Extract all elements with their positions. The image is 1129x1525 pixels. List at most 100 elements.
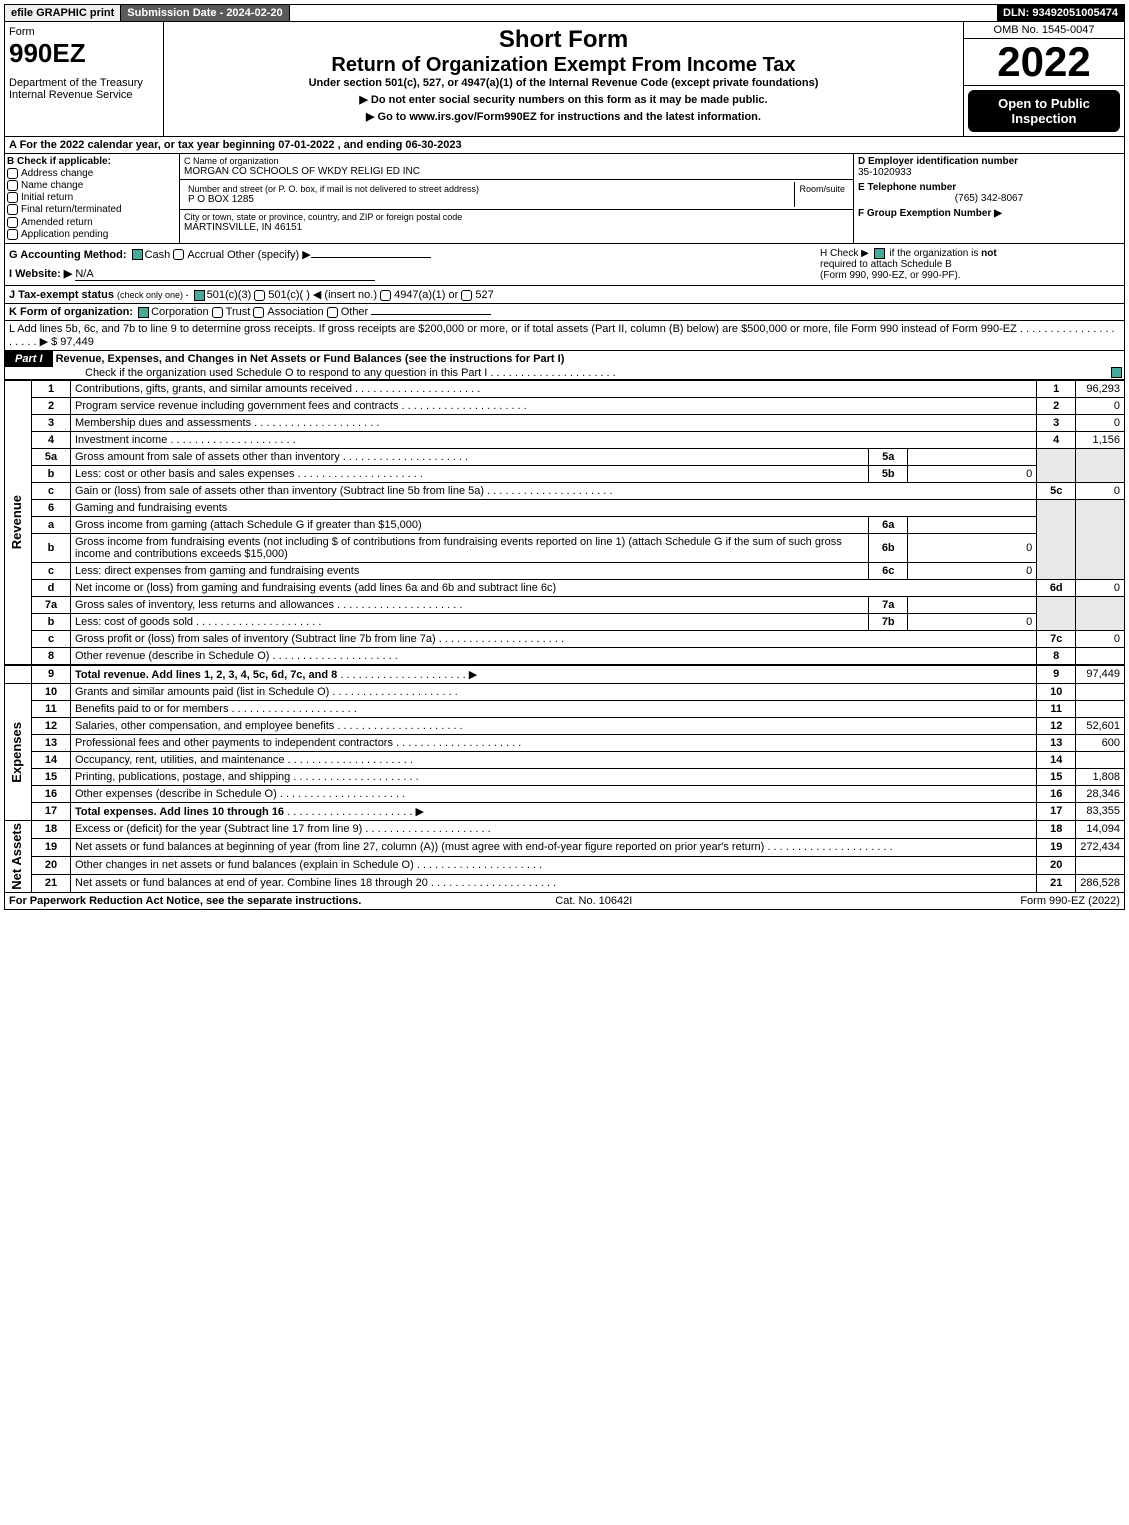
mid-ref: 6c — [869, 562, 908, 579]
dots-icon — [193, 616, 321, 628]
line-ref: 6d — [1037, 579, 1076, 596]
line-ref: 11 — [1037, 700, 1076, 717]
chk-address-change[interactable] — [7, 168, 18, 179]
chk-cash[interactable] — [132, 249, 143, 260]
line-desc: Gain or (loss) from sale of assets other… — [75, 485, 484, 497]
j-sub: (check only one) - — [117, 290, 189, 300]
j-label: J Tax-exempt status — [9, 289, 114, 301]
mid-val — [908, 516, 1037, 533]
h-txt3: (Form 990, 990-EZ, or 990-PF). — [820, 270, 961, 281]
line-desc: Gaming and fundraising events — [71, 499, 1037, 516]
dots-icon — [228, 703, 356, 715]
dots-icon — [393, 737, 521, 749]
chk-cash-label: Cash — [145, 249, 171, 261]
line-val — [1076, 647, 1125, 665]
chk-app-pending[interactable] — [7, 229, 18, 240]
g-label: G Accounting Method: — [9, 249, 127, 261]
line-no: a — [32, 516, 71, 533]
chk-name-change[interactable] — [7, 180, 18, 191]
header-middle: Short Form Return of Organization Exempt… — [164, 22, 964, 136]
chk-no-schedule-b[interactable] — [874, 248, 885, 259]
line-desc: Net assets or fund balances at beginning… — [75, 841, 764, 853]
part-i-label: Part I — [5, 351, 53, 367]
line-desc: Gross amount from sale of assets other t… — [75, 451, 340, 463]
line-no: c — [32, 482, 71, 499]
form-ref: Form 990-EZ (2022) — [1020, 895, 1120, 907]
d-label: D Employer identification number — [858, 156, 1018, 167]
chk-final-return-label: Final return/terminated — [21, 205, 122, 216]
line-desc: Excess or (deficit) for the year (Subtra… — [75, 823, 362, 835]
chk-schedule-o-part-i[interactable] — [1111, 367, 1122, 378]
chk-k-other[interactable] — [327, 307, 338, 318]
line-no: 4 — [32, 431, 71, 448]
chk-corp[interactable] — [138, 307, 149, 318]
line-desc: Gross income from gaming (attach Schedul… — [75, 519, 422, 531]
line-val: 0 — [1076, 482, 1125, 499]
header-right: OMB No. 1545-0047 2022 Open to Public In… — [964, 22, 1124, 136]
f-label: F Group Exemption Number ▶ — [858, 208, 1002, 219]
dots-icon — [329, 686, 457, 698]
line-val — [1076, 683, 1125, 700]
c-name-label: C Name of organization — [184, 156, 849, 166]
org-street: P O BOX 1285 — [188, 194, 790, 205]
website-value: N/A — [75, 268, 375, 281]
chk-accrual[interactable] — [173, 249, 184, 260]
line-val: 286,528 — [1076, 874, 1125, 892]
line-ref: 8 — [1037, 647, 1076, 665]
dots-icon — [337, 669, 465, 681]
line-no: 11 — [32, 700, 71, 717]
chk-501c3[interactable] — [194, 290, 205, 301]
dots-icon — [334, 720, 462, 732]
chk-final-return[interactable] — [7, 204, 18, 215]
chk-initial-return[interactable] — [7, 192, 18, 203]
paperwork-notice: For Paperwork Reduction Act Notice, see … — [9, 895, 361, 907]
line-desc: Grants and similar amounts paid (list in… — [75, 686, 329, 698]
e-label: E Telephone number — [858, 182, 956, 193]
goto-link[interactable]: ▶ Go to www.irs.gov/Form990EZ for instru… — [168, 110, 959, 123]
chk-amended[interactable] — [7, 217, 18, 228]
line-no: 20 — [32, 856, 71, 874]
line-ref: 14 — [1037, 751, 1076, 768]
line-val — [1076, 856, 1125, 874]
mid-ref: 5a — [869, 448, 908, 465]
line-ref: 9 — [1037, 665, 1076, 684]
h-txt1: if the organization is — [889, 248, 981, 259]
dots-icon — [167, 434, 295, 446]
h-label: H Check ▶ — [820, 248, 869, 259]
line-val: 1,808 — [1076, 768, 1125, 785]
i-label: I Website: ▶ — [9, 268, 72, 280]
section-d-e-f: D Employer identification number 35-1020… — [854, 154, 1124, 243]
section-g: G Accounting Method: Cash Accrual Other … — [9, 248, 820, 281]
chk-527[interactable] — [461, 290, 472, 301]
revenue-side-label: Revenue — [9, 495, 24, 549]
omb-number: OMB No. 1545-0047 — [964, 22, 1124, 39]
line-no: 17 — [32, 802, 71, 820]
line-no: b — [32, 613, 71, 630]
chk-initial-return-label: Initial return — [21, 192, 73, 203]
b-label: B Check if applicable: — [7, 156, 177, 167]
k-other-input[interactable] — [371, 314, 491, 315]
dots-icon — [414, 859, 542, 871]
line-desc: Contributions, gifts, grants, and simila… — [75, 383, 352, 395]
dots-icon — [269, 650, 397, 662]
row-a-tax-year: A For the 2022 calendar year, or tax yea… — [4, 137, 1125, 154]
chk-501c[interactable] — [254, 290, 265, 301]
chk-assoc[interactable] — [253, 307, 264, 318]
line-ref: 20 — [1037, 856, 1076, 874]
line-desc: Benefits paid to or for members — [75, 703, 228, 715]
chk-address-change-label: Address change — [21, 168, 93, 179]
efile-print-button[interactable]: efile GRAPHIC print — [5, 5, 121, 21]
dots-icon — [340, 451, 468, 463]
chk-trust[interactable] — [212, 307, 223, 318]
g-other-input[interactable] — [311, 257, 431, 258]
mid-ref: 7b — [869, 613, 908, 630]
line-ref: 15 — [1037, 768, 1076, 785]
line-no: c — [32, 630, 71, 647]
line-ref: 13 — [1037, 734, 1076, 751]
line-ref: 2 — [1037, 397, 1076, 414]
line-no: 2 — [32, 397, 71, 414]
return-title: Return of Organization Exempt From Incom… — [168, 54, 959, 77]
chk-4947[interactable] — [380, 290, 391, 301]
dots-icon — [284, 806, 412, 818]
chk-name-change-label: Name change — [21, 180, 83, 191]
